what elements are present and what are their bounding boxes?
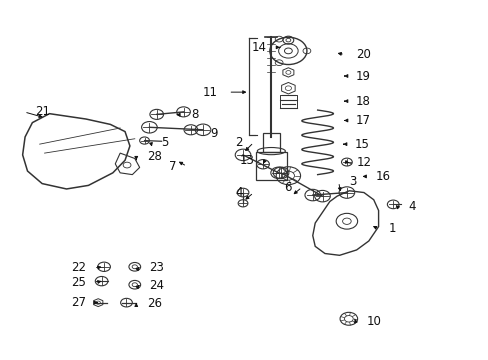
Text: 28: 28	[147, 150, 162, 163]
Text: 13: 13	[239, 154, 254, 167]
Text: 4: 4	[235, 186, 243, 199]
Text: 9: 9	[210, 127, 218, 140]
Text: 27: 27	[71, 296, 86, 309]
Text: 25: 25	[71, 276, 86, 289]
Text: 20: 20	[355, 48, 370, 61]
Text: 26: 26	[147, 297, 162, 310]
Text: 8: 8	[190, 108, 198, 121]
Text: 2: 2	[235, 136, 243, 149]
Text: 19: 19	[355, 69, 370, 82]
Text: 4: 4	[407, 201, 415, 213]
Text: 1: 1	[387, 222, 395, 235]
Text: 11: 11	[202, 86, 217, 99]
Text: 15: 15	[354, 138, 369, 150]
Bar	[255, 152, 286, 180]
Text: 22: 22	[71, 261, 86, 274]
Text: 18: 18	[355, 95, 370, 108]
Text: 21: 21	[35, 105, 50, 118]
Text: 7: 7	[168, 160, 176, 173]
Text: 14: 14	[251, 41, 266, 54]
Text: 17: 17	[355, 114, 370, 127]
Text: 6: 6	[283, 181, 291, 194]
Text: 5: 5	[161, 136, 169, 149]
Text: 16: 16	[374, 170, 389, 183]
Text: 12: 12	[356, 156, 371, 168]
Text: 3: 3	[348, 175, 356, 188]
Text: 10: 10	[366, 315, 381, 328]
Bar	[262, 134, 280, 152]
Text: 23: 23	[149, 261, 164, 274]
Text: 24: 24	[149, 279, 164, 292]
